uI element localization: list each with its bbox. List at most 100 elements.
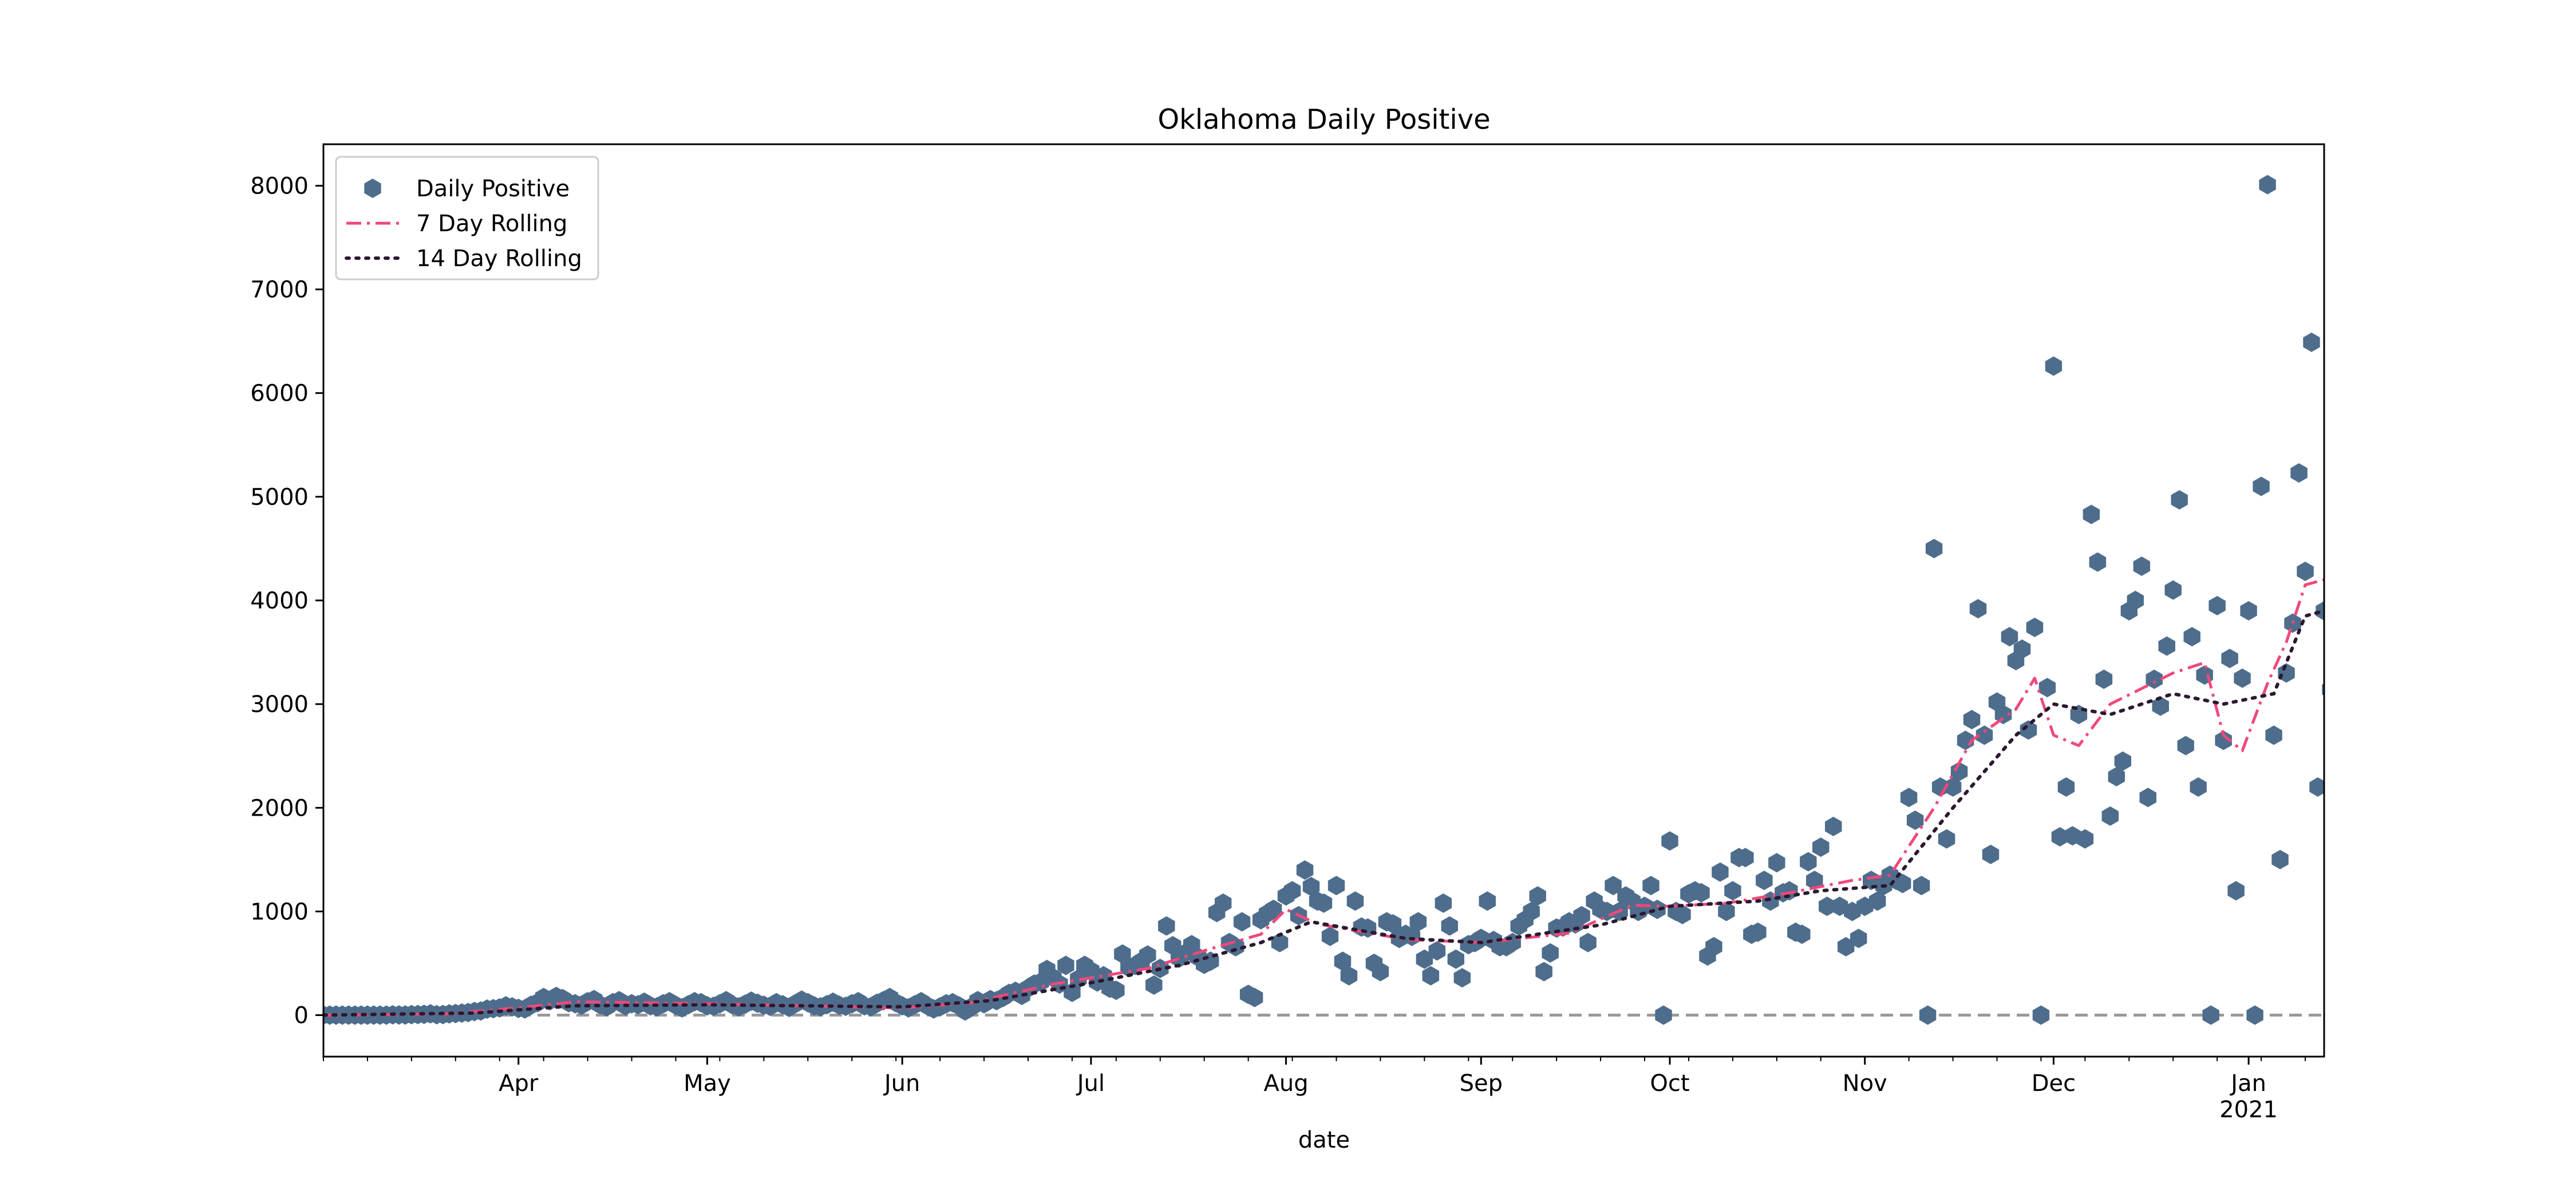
- data-point: [1655, 1005, 1672, 1025]
- data-point: [2240, 601, 2257, 621]
- x-tick-label: Dec: [2032, 1070, 2076, 1097]
- data-point: [1793, 924, 1811, 944]
- data-point: [1579, 932, 1597, 952]
- data-point: [1994, 705, 2012, 725]
- data-point: [1938, 829, 1955, 849]
- data-point: [1963, 710, 1981, 730]
- data-point: [1705, 937, 1722, 956]
- data-point: [2045, 356, 2063, 376]
- data-point: [1283, 881, 1301, 901]
- data-point: [2108, 766, 2125, 786]
- data-point: [1479, 891, 1496, 911]
- data-point: [2208, 596, 2226, 616]
- data-point: [1523, 902, 1540, 922]
- data-point: [1693, 883, 1710, 903]
- legend-label: 7 Day Rolling: [416, 211, 567, 237]
- x-tick-label: Aug: [1264, 1070, 1309, 1097]
- data-point: [2278, 663, 2295, 683]
- data-point: [2259, 175, 2276, 195]
- data-point: [1982, 844, 2000, 864]
- x-tick-label: Jul: [1076, 1070, 1105, 1097]
- data-point: [1573, 906, 1590, 926]
- data-point: [1422, 966, 1440, 986]
- data-point: [1114, 944, 1131, 964]
- data-point: [1806, 871, 1823, 891]
- data-point: [1605, 876, 1622, 896]
- data-point: [1214, 893, 1232, 913]
- data-point: [1409, 912, 1427, 932]
- data-point: [2095, 669, 2113, 689]
- data-point: [1812, 837, 1830, 857]
- data-point: [1372, 962, 1389, 982]
- y-tick-label: 0: [294, 1003, 309, 1029]
- data-point: [1542, 943, 1559, 963]
- y-tick-label: 7000: [250, 277, 309, 303]
- data-point: [1800, 852, 1817, 872]
- data-point: [2265, 725, 2282, 745]
- data-point: [2127, 591, 2144, 610]
- data-point: [2158, 636, 2175, 656]
- data-point: [1529, 886, 1546, 906]
- data-point: [1756, 871, 1773, 891]
- data-point: [2076, 829, 2094, 849]
- data-point: [1453, 968, 1471, 988]
- data-point: [2038, 678, 2056, 698]
- data-point: [2083, 504, 2100, 524]
- data-point: [2146, 669, 2163, 689]
- data-point: [1724, 881, 1741, 901]
- data-point: [1976, 725, 1993, 745]
- data-point: [1327, 876, 1345, 896]
- data-point: [2101, 806, 2119, 826]
- data-point: [1906, 810, 1924, 830]
- data-point: [1737, 848, 1754, 868]
- data-point: [2171, 490, 2188, 510]
- data-point: [2290, 463, 2308, 483]
- data-point: [1233, 912, 1251, 932]
- plot-content: [323, 175, 2324, 1025]
- data-point: [2190, 777, 2207, 797]
- legend-label: 14 Day Rolling: [416, 246, 582, 272]
- data-point: [1868, 891, 1886, 911]
- y-tick-label: 5000: [250, 484, 309, 511]
- x-tick-label: Jun: [883, 1070, 920, 1097]
- data-point: [1346, 891, 1364, 911]
- data-point: [2202, 1005, 2219, 1025]
- x-tick-label: Jan: [2229, 1070, 2266, 1097]
- data-point: [1712, 862, 1729, 882]
- data-point: [1145, 975, 1163, 995]
- data-point: [2152, 696, 2169, 716]
- data-point: [1057, 955, 1074, 975]
- data-point: [1447, 949, 1464, 969]
- data-point: [1913, 876, 1930, 896]
- y-tick-label: 6000: [250, 381, 309, 407]
- data-point: [2032, 1005, 2050, 1025]
- data-point: [1825, 816, 1842, 836]
- data-point: [1064, 982, 1081, 1002]
- legend: Daily Positive 7 Day Rolling 14 Day Rollin…: [335, 156, 599, 280]
- data-point: [1674, 904, 1691, 924]
- y-tick-label: 3000: [250, 691, 309, 718]
- y-tick-label: 1000: [250, 899, 309, 925]
- data-point: [1894, 873, 1911, 893]
- data-point: [2139, 788, 2156, 808]
- data-point: [1768, 853, 1785, 873]
- x-tick-label: Apr: [499, 1070, 539, 1097]
- data-point: [2246, 1005, 2263, 1025]
- x-axis-label: date: [1298, 1127, 1350, 1153]
- data-point: [2253, 476, 2270, 496]
- data-point: [2227, 881, 2245, 901]
- data-point: [1642, 876, 1660, 896]
- data-point: [1900, 788, 1918, 808]
- data-point: [1315, 893, 1333, 913]
- chart-title: Oklahoma Daily Positive: [1157, 104, 1490, 136]
- data-point: [1950, 761, 1968, 781]
- data-point: [1246, 987, 1263, 1007]
- data-point: [1108, 980, 1125, 1001]
- data-point: [1428, 941, 1446, 961]
- data-point: [2303, 333, 2320, 352]
- x-tick-sublabel: 2021: [2219, 1097, 2278, 1123]
- data-point: [2177, 736, 2194, 756]
- data-point: [1944, 777, 1962, 797]
- data-point: [2234, 668, 2251, 688]
- data-point: [2271, 849, 2289, 869]
